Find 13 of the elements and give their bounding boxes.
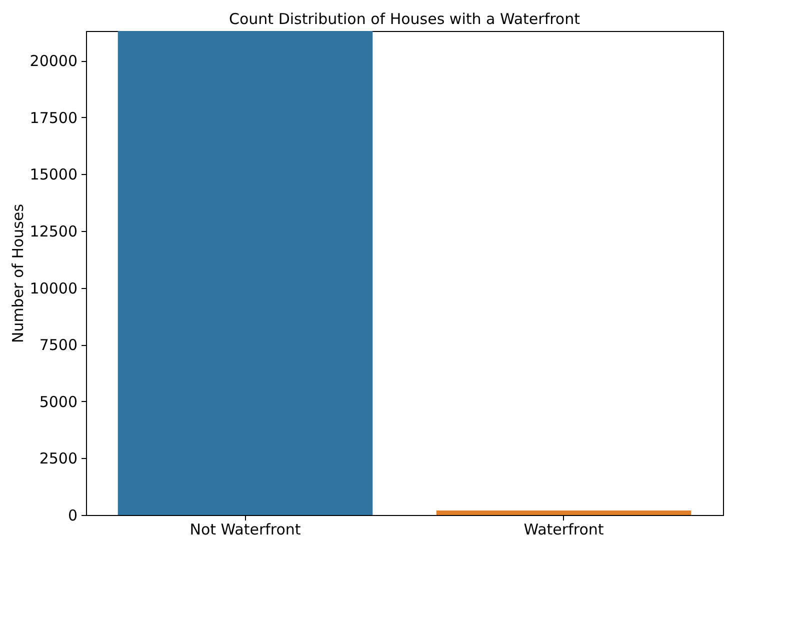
y-tick-label: 12500 <box>30 222 78 240</box>
y-tick-label: 0 <box>68 506 78 524</box>
y-tick-label: 7500 <box>39 336 78 354</box>
x-tick-label: Not Waterfront <box>190 520 301 538</box>
y-axis-title: Number of Houses <box>8 204 27 344</box>
y-tick-label: 17500 <box>30 108 78 127</box>
x-tick-label: Waterfront <box>524 520 604 538</box>
y-tick-label: 15000 <box>30 166 78 184</box>
y-tick-label: 5000 <box>39 392 78 411</box>
y-tick-label: 20000 <box>30 52 78 70</box>
chart-title: Count Distribution of Houses with a Waterfront <box>229 10 580 28</box>
y-tick-label: 10000 <box>30 279 78 298</box>
y-tick-label: 2500 <box>39 450 78 468</box>
